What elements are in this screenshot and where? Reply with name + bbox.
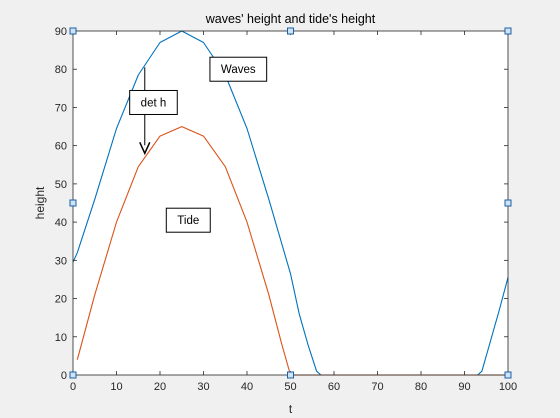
annotation-textbox: Waves	[209, 56, 268, 82]
axes-background	[73, 31, 508, 375]
x-tick-label: 70	[371, 381, 383, 393]
annotation-box	[165, 207, 211, 233]
x-tick-label: 100	[499, 381, 517, 393]
x-tick-label: 60	[328, 381, 340, 393]
y-tick-label: 10	[55, 332, 67, 344]
x-tick-label: 90	[458, 381, 470, 393]
annotation-textbox: det h	[129, 89, 178, 115]
x-tick-label: 0	[70, 381, 76, 393]
selection-handle	[69, 199, 77, 207]
y-tick-label: 30	[55, 255, 67, 267]
selection-handle	[504, 371, 512, 379]
x-tick-label: 30	[197, 381, 209, 393]
annotation-layer: Waves det h Tide	[129, 56, 268, 233]
x-axis-label: t	[289, 402, 293, 416]
annotation-box	[209, 56, 268, 82]
annotation-textbox: Tide	[165, 207, 211, 233]
y-tick-label: 70	[55, 102, 67, 114]
annotation-box	[129, 89, 178, 115]
x-tick-label: 80	[415, 381, 427, 393]
selection-handle	[287, 27, 294, 35]
selection-handle	[287, 371, 294, 379]
x-tick-label: 10	[110, 381, 122, 393]
y-tick-label: 50	[55, 179, 67, 191]
annotation-arrow-head	[139, 142, 151, 156]
selection-handle	[504, 199, 512, 207]
y-axis: 0 10 20 30 40 50 60 70 80 90	[55, 26, 508, 382]
y-axis-label: height	[33, 186, 47, 219]
y-tick-label: 80	[55, 64, 67, 76]
chart-title: waves' height and tide's height	[205, 12, 376, 26]
selection-handle	[69, 371, 77, 379]
x-tick-label: 40	[241, 381, 253, 393]
selection-handles	[69, 27, 512, 379]
annotation-text: Tide	[177, 215, 199, 227]
y-tick-label: 40	[55, 217, 67, 229]
annotation-text: Waves	[221, 64, 256, 76]
x-tick-label: 20	[154, 381, 166, 393]
y-tick-label: 90	[55, 26, 67, 38]
y-tick-label: 20	[55, 294, 67, 306]
x-axis: 0 10 20 30 40 50 60 70 80 90 100	[70, 31, 517, 393]
selection-handle	[69, 27, 77, 35]
annotation-text: det h	[141, 97, 167, 109]
selection-handle	[504, 27, 512, 35]
y-tick-label: 60	[55, 141, 67, 153]
y-tick-label: 0	[61, 370, 67, 382]
x-tick-label: 50	[284, 381, 296, 393]
